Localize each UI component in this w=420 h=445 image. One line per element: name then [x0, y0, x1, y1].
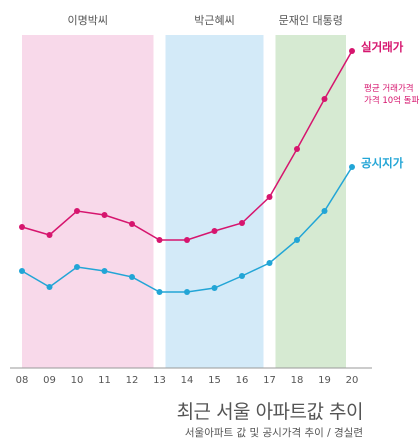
period-bands [22, 35, 346, 368]
series-lines [19, 48, 355, 295]
data-point [239, 273, 245, 279]
data-point [129, 221, 135, 227]
data-point [266, 194, 273, 200]
x-tick-label: 09 [43, 375, 56, 386]
x-tick-label: 10 [71, 375, 84, 386]
data-point [156, 237, 163, 243]
data-point [19, 224, 25, 230]
data-point [211, 228, 218, 234]
x-tick-label: 18 [291, 375, 304, 386]
data-point [74, 264, 80, 270]
x-tick-label: 14 [181, 375, 194, 386]
period-band-3 [275, 35, 346, 368]
annotation-line-2: 가격 10억 돌파 [364, 95, 420, 106]
data-point [349, 48, 355, 54]
x-axis-ticks: 08 09 10 11 12 13 14 15 16 17 18 19 20 [16, 375, 359, 386]
x-tick-label: 15 [208, 375, 221, 386]
x-tick-label: 11 [98, 375, 111, 386]
x-tick-label: 12 [126, 375, 139, 386]
data-point [184, 237, 190, 243]
period-label-1: 이명박씨 [68, 14, 108, 27]
data-point [184, 289, 190, 295]
data-point [46, 232, 53, 238]
data-point [129, 274, 135, 280]
x-tick-label: 13 [153, 375, 166, 386]
data-point [349, 164, 355, 170]
data-point [239, 220, 245, 226]
data-point [321, 96, 328, 102]
period-label-3: 문재인 대통령 [279, 14, 343, 27]
x-tick-label: 08 [16, 375, 29, 386]
data-point [156, 289, 163, 295]
series-label-2: 공시지가 [361, 156, 404, 170]
period-band-1 [22, 35, 154, 368]
series-label-1: 실거래가 [361, 40, 404, 54]
chart-title: 최근 서울 아파트값 추이 [176, 401, 364, 423]
data-point [211, 285, 218, 291]
data-point [266, 260, 273, 266]
period-label-2: 박근혜씨 [194, 14, 234, 27]
period-labels: 이명박씨 박근혜씨 문재인 대통령 [68, 14, 343, 27]
chart-subtitle: 서울아파트 값 및 공시가격 추이 / 경실련 [184, 427, 363, 439]
data-point [321, 208, 328, 214]
data-point [46, 284, 53, 290]
annotation-line-1: 평균 거래가격 [364, 83, 414, 94]
x-tick-label: 17 [263, 375, 276, 386]
data-point [101, 212, 108, 218]
x-tick-label: 16 [236, 375, 249, 386]
data-point [294, 237, 300, 243]
data-point [19, 268, 25, 274]
data-point [101, 268, 108, 274]
data-point [294, 146, 300, 152]
x-tick-label: 19 [318, 375, 331, 386]
data-point [74, 208, 80, 214]
period-band-2 [165, 35, 264, 368]
x-tick-label: 20 [346, 375, 359, 386]
